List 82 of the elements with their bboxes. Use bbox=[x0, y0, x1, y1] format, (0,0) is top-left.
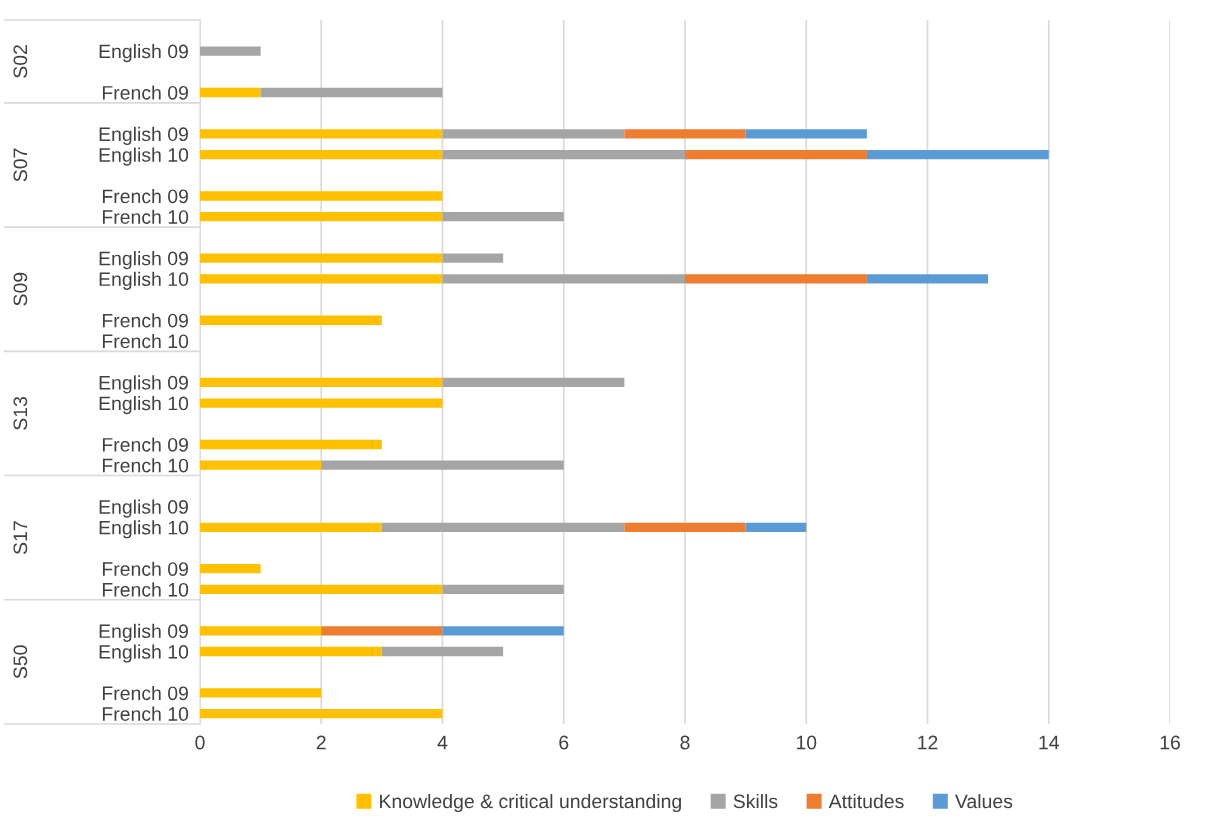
y-tick-label: English 10 bbox=[99, 396, 189, 415]
y-tick-label: French 10 bbox=[102, 458, 189, 473]
bar bbox=[685, 149, 867, 160]
y-tick-label: English 09 bbox=[99, 44, 188, 63]
bar bbox=[260, 87, 443, 98]
bar bbox=[200, 149, 443, 160]
bar bbox=[200, 274, 443, 284]
bar bbox=[442, 626, 564, 636]
bar bbox=[200, 626, 322, 636]
y-tick-label: English 09 bbox=[99, 623, 188, 642]
bar bbox=[200, 439, 382, 450]
legend-label: Values bbox=[954, 793, 1013, 809]
bar bbox=[200, 646, 382, 657]
bar bbox=[200, 377, 443, 388]
bar bbox=[200, 191, 443, 201]
bar bbox=[200, 522, 382, 532]
bar bbox=[442, 212, 564, 222]
y-tick-label: French 09 bbox=[102, 437, 188, 452]
bar bbox=[381, 522, 625, 532]
bar bbox=[745, 129, 867, 139]
x-tick-label: 0 bbox=[195, 735, 205, 750]
bar bbox=[866, 274, 989, 284]
y-tick-label: English 09 bbox=[99, 499, 188, 518]
text: S50 bbox=[13, 645, 28, 679]
bar bbox=[624, 129, 746, 139]
y-tick-label: French 10 bbox=[102, 582, 189, 597]
bar bbox=[381, 646, 504, 657]
y-tick-label: French 09 bbox=[102, 85, 188, 100]
legend-label: Skills bbox=[733, 793, 778, 809]
bar bbox=[624, 522, 746, 532]
y-tick-label: English 10 bbox=[99, 520, 189, 539]
bar bbox=[200, 708, 443, 719]
x-tick-label: 2 bbox=[316, 735, 326, 750]
legend-label: Attitudes bbox=[828, 793, 904, 809]
x-tick-label: 6 bbox=[559, 735, 569, 750]
bar bbox=[745, 522, 807, 532]
x-tick-label: 4 bbox=[437, 735, 448, 750]
bar bbox=[200, 46, 261, 56]
bar bbox=[200, 315, 382, 325]
bar bbox=[200, 212, 443, 222]
y-tick-label: French 09 bbox=[102, 561, 188, 576]
bar bbox=[442, 377, 625, 388]
bar bbox=[200, 398, 443, 408]
bar bbox=[200, 688, 322, 698]
y-tick-label: English 09 bbox=[99, 375, 188, 394]
bar bbox=[200, 460, 322, 470]
x-tick-label: 8 bbox=[680, 735, 690, 750]
y-tick-label: French 09 bbox=[102, 313, 188, 328]
text: S13 bbox=[13, 396, 28, 430]
text: S07 bbox=[13, 148, 28, 182]
bar bbox=[442, 253, 504, 263]
text: S09 bbox=[13, 272, 28, 306]
x-tick-label: 12 bbox=[918, 735, 938, 750]
bar bbox=[200, 87, 261, 98]
y-tick-label: English 09 bbox=[99, 126, 188, 145]
y-tick-label: English 10 bbox=[99, 271, 189, 290]
text: S02 bbox=[13, 45, 28, 78]
bar bbox=[321, 626, 443, 636]
y-tick-label: French 10 bbox=[102, 333, 189, 349]
y-tick-label: English 09 bbox=[99, 251, 188, 270]
y-tick-label: French 10 bbox=[102, 209, 189, 224]
bar bbox=[321, 460, 564, 470]
bar bbox=[200, 129, 443, 139]
bar bbox=[685, 274, 867, 284]
y-tick-label: French 09 bbox=[102, 188, 188, 204]
y-tick-label: English 10 bbox=[99, 644, 189, 663]
x-tick-label: 14 bbox=[1039, 735, 1059, 750]
y-tick-label: French 09 bbox=[102, 685, 188, 701]
bar bbox=[200, 584, 443, 595]
bar bbox=[442, 584, 564, 595]
bar bbox=[442, 274, 685, 284]
bar bbox=[200, 564, 261, 574]
x-tick-label: 16 bbox=[1160, 735, 1180, 750]
bar bbox=[200, 253, 443, 263]
text: S17 bbox=[13, 521, 28, 555]
x-tick-label: 10 bbox=[796, 735, 817, 750]
bar bbox=[866, 149, 1049, 160]
bar bbox=[442, 129, 625, 139]
y-tick-label: French 10 bbox=[102, 706, 189, 721]
bar bbox=[442, 149, 685, 160]
legend-label: Knowledge & critical understanding bbox=[380, 793, 681, 813]
y-tick-label: English 10 bbox=[99, 147, 189, 166]
